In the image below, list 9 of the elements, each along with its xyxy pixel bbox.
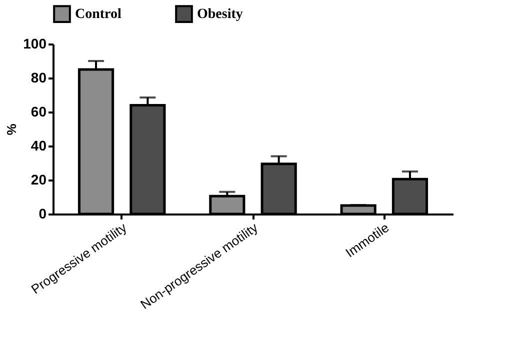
y-tick-label: 60: [30, 104, 47, 120]
y-tick-label: 80: [30, 70, 47, 86]
legend-label: Obesity: [197, 7, 243, 22]
y-axis-title: %: [4, 123, 20, 136]
y-tick-label: 20: [30, 172, 47, 188]
y-tick-label: 100: [23, 36, 47, 52]
y-tick-label: 0: [38, 206, 47, 222]
legend-label: Control: [75, 7, 122, 22]
y-tick-label: 40: [30, 138, 47, 154]
